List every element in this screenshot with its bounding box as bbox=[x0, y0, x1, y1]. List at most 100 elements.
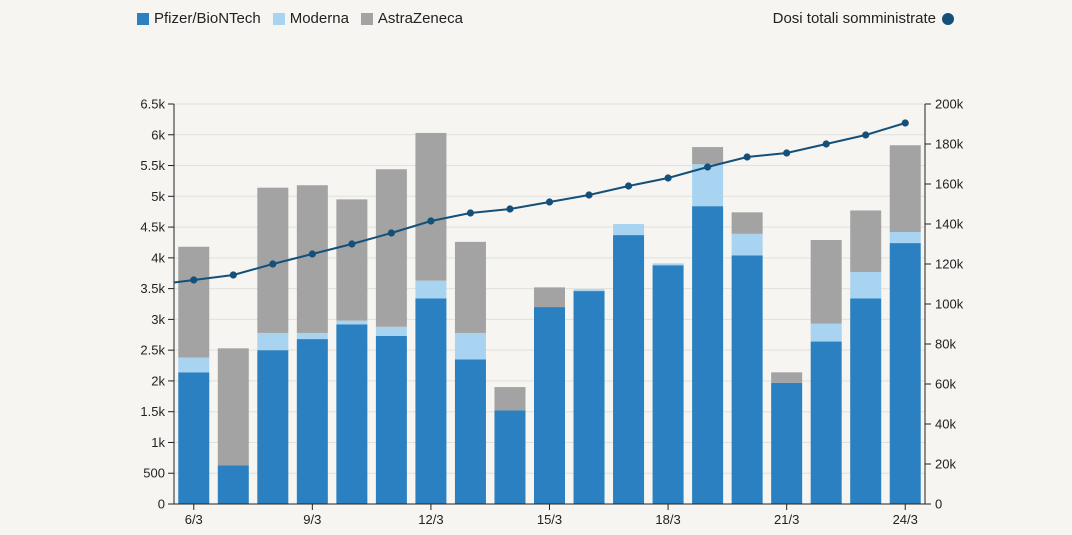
legend-label-astrazeneca: AstraZeneca bbox=[377, 10, 463, 27]
point-total-doses bbox=[704, 163, 712, 171]
point-total-doses bbox=[269, 260, 277, 268]
x-tick-label: 21/3 bbox=[774, 512, 799, 527]
y-right-tick-label: 100k bbox=[935, 297, 964, 312]
legend-item-astrazeneca: AstraZeneca bbox=[360, 10, 463, 27]
bar-astrazeneca bbox=[336, 199, 368, 321]
legend-label-pfizer: Pfizer/BioNTech bbox=[154, 10, 261, 27]
y-left-tick-label: 3.5k bbox=[140, 281, 165, 296]
point-total-doses bbox=[664, 174, 672, 182]
bar-pfizer-biontech bbox=[375, 336, 407, 504]
bar-pfizer-biontech bbox=[850, 298, 882, 504]
legend-swatch-pfizer bbox=[137, 12, 149, 25]
bar-astrazeneca bbox=[771, 372, 803, 383]
bar-moderna bbox=[296, 332, 328, 340]
bar-moderna bbox=[613, 224, 645, 236]
y-left-tick-label: 1.5k bbox=[140, 404, 165, 419]
bar-moderna bbox=[573, 289, 605, 292]
y-right-tick-label: 80k bbox=[935, 337, 956, 352]
bar-astrazeneca bbox=[375, 169, 407, 327]
y-left-tick-label: 6k bbox=[151, 127, 165, 142]
x-tick-label: 18/3 bbox=[655, 512, 680, 527]
y-left-tick-label: 1k bbox=[151, 435, 165, 450]
bar-astrazeneca bbox=[178, 246, 210, 358]
legend-label-total-doses: Dosi totali somministrate bbox=[772, 10, 936, 27]
y-left-tick-label: 3k bbox=[151, 312, 165, 327]
line-total-doses bbox=[173, 122, 906, 284]
bar-moderna bbox=[454, 332, 486, 360]
y-left-tick-label: 6.5k bbox=[140, 97, 165, 112]
bar-pfizer-biontech bbox=[810, 341, 842, 504]
x-tick-label: 12/3 bbox=[418, 512, 443, 527]
bar-pfizer-biontech bbox=[771, 382, 803, 504]
bar-pfizer-biontech bbox=[731, 255, 763, 504]
bar-astrazeneca bbox=[494, 387, 526, 411]
y-right-tick-label: 120k bbox=[935, 257, 964, 272]
bar-astrazeneca bbox=[810, 240, 842, 324]
point-total-doses bbox=[901, 119, 909, 127]
point-total-doses bbox=[862, 131, 870, 139]
legend: Pfizer/BioNTech Moderna AstraZeneca bbox=[137, 10, 463, 27]
bar-pfizer-biontech bbox=[257, 350, 289, 504]
bar-moderna bbox=[257, 332, 289, 351]
y-right-tick-label: 140k bbox=[935, 217, 964, 232]
bar-pfizer-biontech bbox=[178, 372, 210, 504]
point-total-doses bbox=[387, 229, 395, 237]
y-left-tick-label: 5.5k bbox=[140, 158, 165, 173]
bar-astrazeneca bbox=[692, 147, 724, 165]
bar-pfizer-biontech bbox=[336, 324, 368, 504]
bar-moderna bbox=[336, 320, 368, 325]
y-right-tick-label: 160k bbox=[935, 177, 964, 192]
bar-pfizer-biontech bbox=[692, 206, 724, 504]
bar-pfizer-biontech bbox=[296, 339, 328, 504]
x-tick-label: 9/3 bbox=[303, 512, 321, 527]
point-total-doses bbox=[783, 149, 791, 157]
x-tick-label: 24/3 bbox=[893, 512, 918, 527]
legend-line: Dosi totali somministrate bbox=[773, 10, 954, 27]
point-total-doses bbox=[624, 182, 633, 190]
point-total-doses bbox=[427, 217, 435, 225]
point-total-doses bbox=[822, 140, 830, 148]
bar-moderna bbox=[810, 323, 842, 342]
legend-swatch-total-doses bbox=[942, 12, 954, 25]
bar-pfizer-biontech bbox=[573, 291, 605, 504]
y-right-tick-label: 0 bbox=[935, 497, 942, 512]
point-total-doses bbox=[466, 209, 475, 217]
y-right-tick-label: 200k bbox=[935, 97, 964, 112]
bar-astrazeneca bbox=[454, 241, 486, 333]
y-right-tick-label: 40k bbox=[935, 417, 956, 432]
bar-moderna bbox=[692, 164, 724, 207]
bar-moderna bbox=[375, 326, 407, 336]
bar-moderna bbox=[850, 272, 882, 299]
y-right-tick-label: 180k bbox=[935, 137, 964, 152]
legend-swatch-astrazeneca bbox=[360, 12, 373, 25]
legend-item-moderna: Moderna bbox=[272, 10, 349, 27]
bar-moderna bbox=[178, 357, 210, 373]
point-total-doses bbox=[308, 250, 316, 258]
y-left-tick-label: 4.5k bbox=[140, 220, 165, 235]
y-right-tick-label: 20k bbox=[935, 457, 956, 472]
bar-pfizer-biontech bbox=[217, 465, 249, 504]
bar-moderna bbox=[415, 280, 447, 299]
bar-moderna bbox=[889, 232, 921, 244]
bar-pfizer-biontech bbox=[494, 410, 526, 504]
y-left-tick-label: 5k bbox=[151, 189, 165, 204]
point-total-doses bbox=[348, 240, 356, 248]
legend-item-pfizer: Pfizer/BioNTech bbox=[137, 10, 261, 27]
x-tick-label: 6/3 bbox=[185, 512, 203, 527]
legend-label-moderna: Moderna bbox=[289, 10, 349, 27]
bar-pfizer-biontech bbox=[613, 235, 645, 505]
point-total-doses bbox=[506, 205, 514, 213]
bar-pfizer-biontech bbox=[454, 359, 486, 504]
bar-pfizer-biontech bbox=[652, 265, 684, 504]
x-tick-label: 15/3 bbox=[537, 512, 562, 527]
bar-pfizer-biontech bbox=[534, 307, 565, 504]
bar-astrazeneca bbox=[889, 145, 921, 232]
legend-swatch-moderna bbox=[272, 12, 285, 25]
y-right-tick-label: 60k bbox=[935, 377, 956, 392]
y-left-tick-label: 500 bbox=[143, 466, 165, 481]
point-total-doses bbox=[585, 191, 593, 199]
y-left-tick-label: 2.5k bbox=[140, 343, 165, 358]
bar-astrazeneca bbox=[296, 185, 328, 333]
